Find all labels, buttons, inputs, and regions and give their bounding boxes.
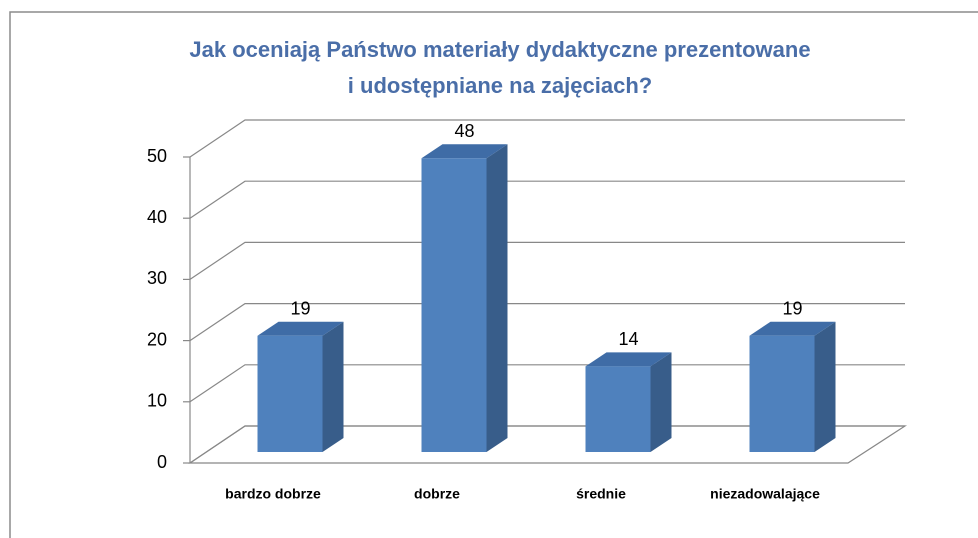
bar — [257, 335, 323, 452]
value-label: 14 — [618, 329, 638, 349]
bar-top — [585, 352, 672, 367]
chart-title: i udostępniane na zajęciach? — [348, 73, 652, 98]
y-tick-label: 50 — [147, 146, 167, 166]
x-tick-label: dobrze — [414, 486, 460, 502]
bar-top — [257, 321, 344, 336]
x-tick-label: niezadowalające — [710, 486, 820, 502]
bar — [749, 335, 815, 452]
bar-side — [814, 321, 836, 452]
y-tick-label: 40 — [147, 207, 167, 227]
y-tick-label: 20 — [147, 329, 167, 349]
chart-title: Jak oceniają Państwo materiały dydaktycz… — [189, 37, 810, 62]
grid-line — [189, 303, 905, 342]
grid-line — [189, 425, 905, 464]
grid-line — [189, 180, 905, 219]
y-tick-label: 30 — [147, 268, 167, 288]
bar — [421, 158, 487, 453]
value-label: 19 — [290, 298, 310, 318]
grid-line — [189, 119, 905, 158]
bar-side — [486, 144, 508, 453]
y-tick-label: 10 — [147, 391, 167, 411]
x-tick-label: bardzo dobrze — [225, 486, 321, 502]
x-tick-label: średnie — [576, 486, 626, 502]
bar — [585, 366, 651, 452]
bar-side — [322, 321, 344, 452]
y-tick-label: 0 — [157, 452, 167, 472]
grid-line — [189, 364, 905, 403]
bar-top — [421, 144, 508, 159]
grid-line — [189, 241, 905, 280]
value-label: 48 — [454, 121, 474, 141]
bar-side — [650, 352, 672, 452]
value-label: 19 — [782, 298, 802, 318]
bar-top — [749, 321, 836, 336]
